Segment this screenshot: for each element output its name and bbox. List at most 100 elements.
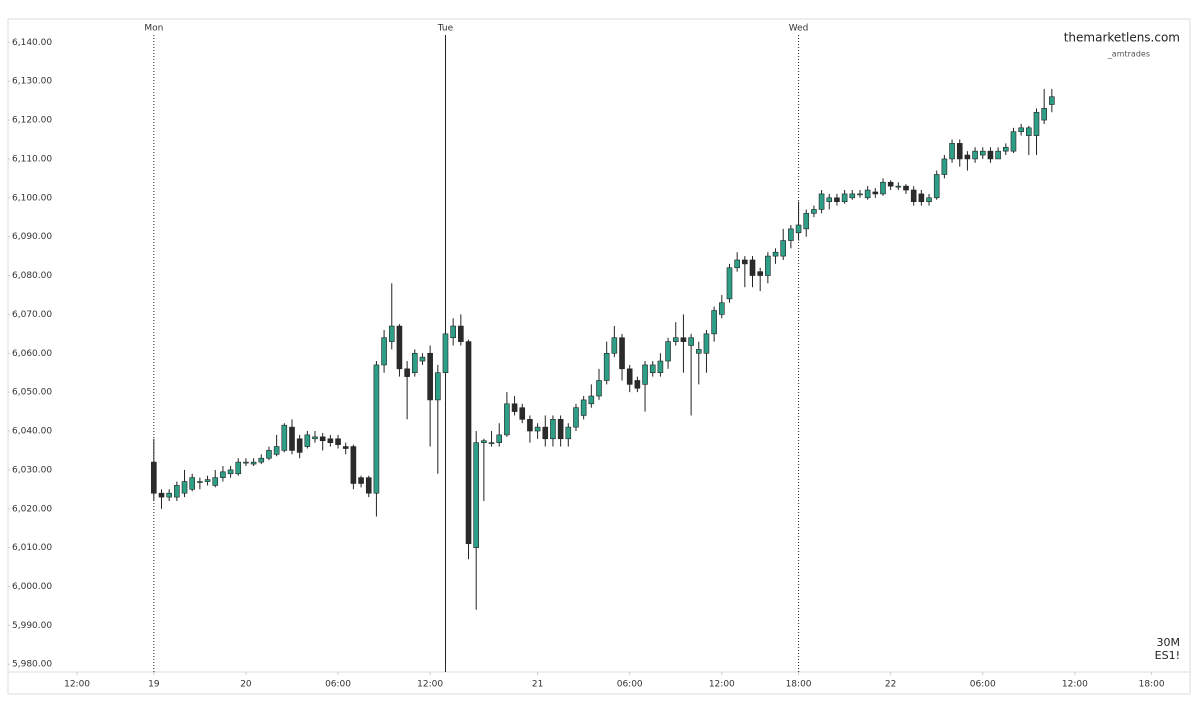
y-tick-label: 6,140.00 [12, 38, 52, 48]
candle-body [327, 438, 334, 443]
x-tick-label: 18:00 [786, 680, 812, 690]
candle-body [956, 143, 963, 160]
y-tick-label: 5,980.00 [12, 660, 52, 670]
y-tick-label: 6,000.00 [12, 582, 52, 592]
x-tick-label: 22 [885, 680, 896, 690]
y-tick-label: 6,090.00 [12, 232, 52, 242]
x-tick-label: 20 [240, 680, 252, 690]
candle-body [780, 240, 787, 257]
candle-body [404, 368, 410, 377]
candle-body [964, 154, 971, 160]
session-label: Tue [437, 24, 454, 34]
candle-body [887, 181, 894, 187]
x-tick-label: 06:00 [970, 680, 996, 690]
candle-body [204, 479, 211, 482]
candle-body [987, 150, 994, 160]
candle-body [151, 461, 157, 494]
candle-body [212, 477, 219, 486]
x-tick-label: 21 [532, 680, 543, 690]
candle-body [949, 143, 955, 160]
candle-body [596, 380, 602, 397]
candle-body [473, 442, 479, 548]
candle-body [757, 271, 763, 276]
candle-body [903, 185, 909, 191]
candle-body [895, 185, 902, 188]
candle-body [266, 450, 272, 459]
candle-body [565, 426, 572, 440]
interval: 30M [1157, 636, 1181, 649]
candle-body [220, 471, 226, 478]
x-tick-label: 19 [148, 680, 160, 690]
candle-body [634, 380, 641, 389]
candle-body [611, 337, 618, 354]
candle-body [496, 434, 503, 443]
candle-body [872, 191, 879, 195]
y-tick-label: 6,040.00 [12, 427, 52, 437]
candle-body [803, 213, 810, 230]
candle-body [603, 352, 610, 381]
y-tick-label: 6,060.00 [12, 349, 52, 359]
candle-body [250, 461, 257, 465]
candle-body [534, 426, 541, 432]
candle-body [258, 457, 265, 463]
candle-body [749, 259, 756, 276]
candle-body [626, 368, 633, 385]
x-tick-label: 12:00 [709, 680, 735, 690]
candle-body [680, 337, 687, 342]
candle-body [657, 360, 664, 374]
candle-body [1026, 127, 1032, 136]
candle-body [711, 310, 717, 335]
candle-body [435, 372, 441, 401]
candle-body [1049, 96, 1055, 105]
y-tick-label: 6,030.00 [12, 465, 52, 475]
candle-body [726, 267, 733, 300]
candle-body [365, 477, 372, 494]
candle-body [995, 150, 1001, 160]
candle-body [527, 419, 533, 432]
y-tick-label: 6,110.00 [12, 154, 52, 164]
candle-body [304, 434, 311, 447]
candle-body [1018, 127, 1024, 133]
candle-body [442, 333, 449, 374]
candle-body [243, 461, 249, 464]
candle-body [342, 446, 349, 449]
candle-body [289, 426, 295, 451]
candle-body [235, 461, 242, 475]
candle-body [1041, 108, 1047, 121]
candle-body [742, 259, 748, 265]
candle-body [519, 407, 526, 420]
candle-body [158, 492, 165, 498]
candle-body [504, 403, 510, 436]
candle-body [811, 209, 817, 214]
x-tick-label: 12:00 [64, 680, 90, 690]
candle-body [1002, 146, 1009, 152]
candle-body [381, 337, 387, 366]
candle-body [373, 364, 380, 494]
candle-body [765, 255, 771, 276]
candle-body [979, 150, 986, 156]
candle-body [649, 364, 656, 374]
x-tick-label: 12:00 [1062, 680, 1088, 690]
y-tick-label: 5,990.00 [12, 621, 52, 631]
candle-body [481, 440, 487, 443]
candle-body [573, 407, 579, 428]
candle-body [818, 193, 825, 210]
candle-body [688, 337, 694, 346]
candle-body [388, 325, 395, 342]
x-tick-label: 12:00 [417, 680, 443, 690]
candle-body [588, 395, 595, 405]
candle-body [857, 193, 863, 196]
candle-body [358, 477, 364, 484]
candle-body [189, 477, 196, 490]
candle-body [972, 150, 978, 160]
candle-body [619, 337, 625, 370]
candle-body [933, 174, 940, 199]
candle-body [174, 485, 180, 498]
candle-body [419, 356, 426, 362]
symbol: ES1! [1155, 649, 1180, 662]
candle-body [511, 403, 518, 412]
y-tick-label: 6,050.00 [12, 388, 52, 398]
candle-body [335, 438, 341, 445]
candle-body [450, 325, 456, 339]
